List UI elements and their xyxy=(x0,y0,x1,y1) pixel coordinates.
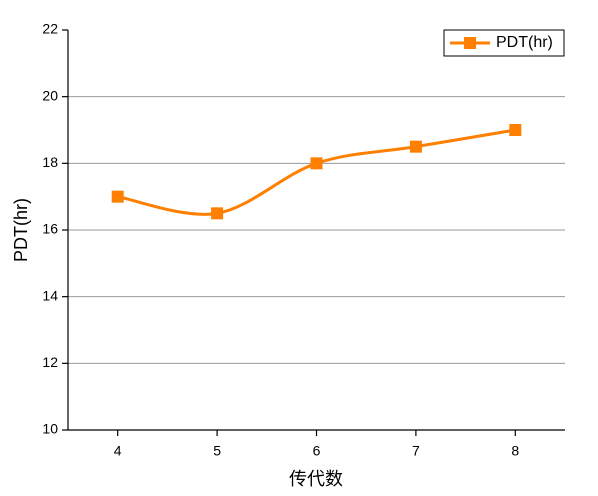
marker xyxy=(409,140,422,153)
y-tick-label: 12 xyxy=(42,354,58,370)
marker xyxy=(310,157,323,170)
y-axis-title: PDT(hr) xyxy=(11,198,31,262)
legend: PDT(hr) xyxy=(443,29,565,57)
y-tick-label: 16 xyxy=(42,221,58,237)
x-tick-label: 8 xyxy=(511,443,519,459)
legend-marker xyxy=(464,37,476,49)
marker xyxy=(211,207,224,220)
y-tick-label: 18 xyxy=(42,154,58,170)
y-tick-label: 14 xyxy=(42,287,58,303)
series-line xyxy=(117,128,516,216)
y-tick-label: 10 xyxy=(42,421,58,437)
marker xyxy=(509,124,522,136)
x-tick-label: 6 xyxy=(313,443,321,459)
legend-label: PDT(hr) xyxy=(496,34,553,51)
y-tick-label: 22 xyxy=(42,21,58,37)
y-tick-label: 20 xyxy=(42,87,58,103)
x-tick-label: 5 xyxy=(213,443,221,459)
x-axis-title: 传代数 xyxy=(289,469,343,489)
x-tick-label: 4 xyxy=(114,443,122,459)
x-tick-label: 7 xyxy=(412,443,420,459)
marker xyxy=(111,190,124,203)
